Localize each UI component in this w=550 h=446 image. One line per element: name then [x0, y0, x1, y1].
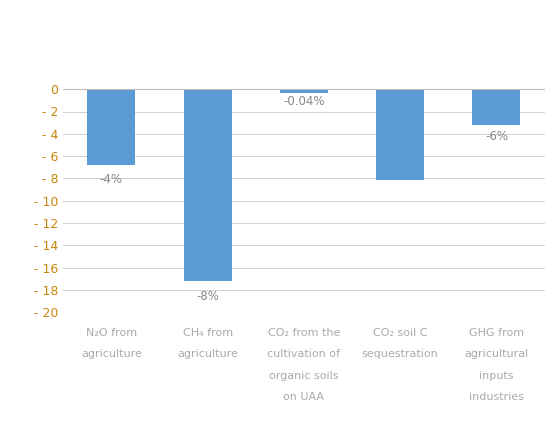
Text: -0.04%: -0.04% [283, 95, 324, 108]
Text: -4%: -4% [100, 173, 123, 186]
Bar [87, 89, 135, 165]
Text: industries: industries [469, 392, 524, 402]
Text: agriculture: agriculture [81, 349, 142, 359]
Text: CH₄ from: CH₄ from [183, 328, 233, 338]
Text: GHG from: GHG from [469, 328, 524, 338]
Text: CO₂ from the: CO₂ from the [268, 328, 340, 338]
Bar [376, 89, 424, 179]
Text: in million t CO2 eq and percentage change): in million t CO2 eq and percentage chang… [10, 58, 284, 71]
Text: agriculture: agriculture [177, 349, 238, 359]
Text: GRAPH 1.29: GRAPH 1.29 [10, 14, 113, 29]
Bar [184, 89, 232, 281]
Text: GHG emissions change 2017-2035 (absolute change: GHG emissions change 2017-2035 (absolute… [102, 14, 436, 28]
Bar [280, 89, 328, 93]
Text: agricultural: agricultural [464, 349, 529, 359]
Text: sequestration: sequestration [362, 349, 438, 359]
Text: -8%: -8% [196, 290, 219, 303]
Text: cultivation of: cultivation of [267, 349, 340, 359]
Text: CO₂ soil C: CO₂ soil C [373, 328, 427, 338]
Bar [472, 89, 520, 125]
Text: on UAA: on UAA [283, 392, 324, 402]
Text: -6%: -6% [485, 130, 508, 144]
Text: inputs: inputs [479, 371, 514, 380]
Text: N₂O from: N₂O from [86, 328, 137, 338]
Text: organic soils: organic soils [269, 371, 339, 380]
